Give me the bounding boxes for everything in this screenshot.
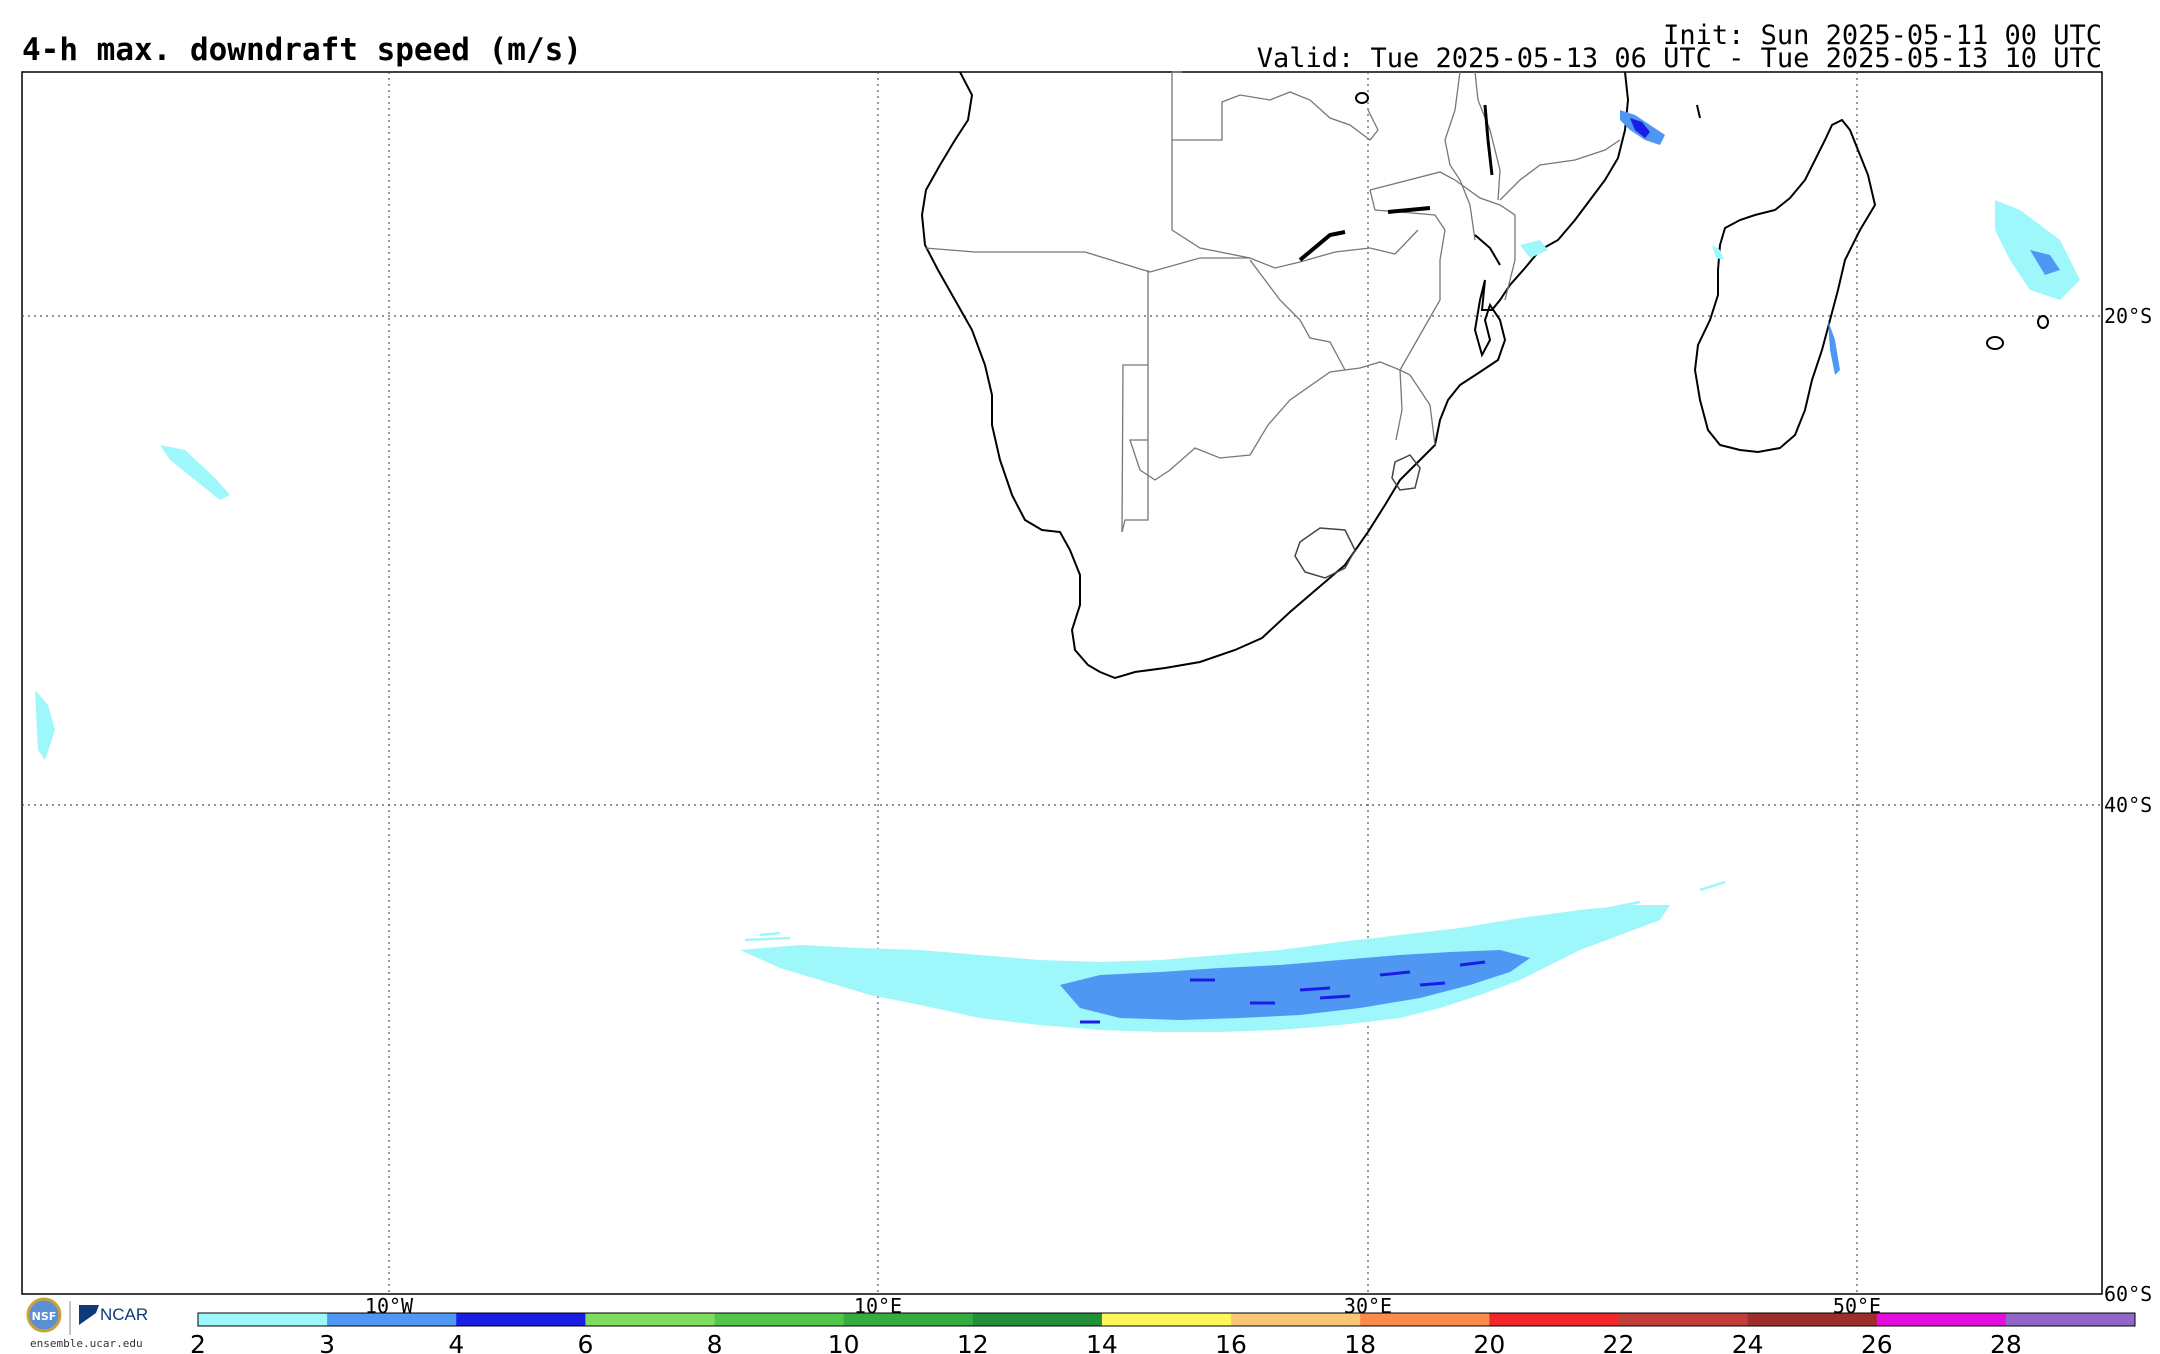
colorbar-tick-label: 24 (1732, 1330, 1764, 1354)
graticule (22, 72, 2102, 1294)
colorbar-tick-label: 12 (957, 1330, 989, 1354)
site-url: ensemble.ucar.edu (30, 1337, 143, 1350)
colorbar: 2 3 4 6 8 10 12 14 16 18 20 22 24 26 28 (190, 1313, 2136, 1354)
downdraft-patches (35, 110, 2080, 760)
colorbar-bin (1101, 1313, 1232, 1326)
lat-label-40s: 40°S (2104, 793, 2152, 817)
lat-label-20s: 20°S (2104, 304, 2152, 328)
colorbar-tick-label: 22 (1603, 1330, 1635, 1354)
colorbar-bin (1747, 1313, 1878, 1326)
nsf-icon (26, 1297, 62, 1333)
country-borders (924, 71, 1621, 533)
colorbar-tick-label: 16 (1215, 1330, 1247, 1354)
colorbar-frame (197, 1312, 2136, 1327)
colorbar-tick-label: 10 (828, 1330, 860, 1354)
colorbar-bin (585, 1313, 716, 1326)
svg-text:NSF: NSF (32, 1310, 57, 1323)
lake-kariba (1298, 230, 1346, 262)
colorbar-tick-label: 26 (1861, 1330, 1893, 1354)
eswatini-border (1391, 454, 1421, 491)
colorbar-tick-label: 20 (1473, 1330, 1505, 1354)
lesotho-border (1294, 527, 1356, 579)
map-title: 4-h max. downdraft speed (m/s) (22, 32, 582, 68)
colorbar-bin (2005, 1313, 2136, 1326)
ncar-icon (79, 1305, 99, 1325)
colorbar-tick-label: 3 (319, 1330, 335, 1354)
colorbar-tick-label: 4 (448, 1330, 464, 1354)
downdraft-strong-streaks (1080, 960, 1486, 1024)
colorbar-bin (327, 1313, 457, 1326)
colorbar-tick-label: 2 (190, 1330, 206, 1354)
lat-label-60s: 60°S (2104, 1282, 2152, 1306)
lake-bangweulu (1355, 92, 1369, 104)
colorbar-bin (1489, 1313, 1619, 1326)
colorbar-bin (198, 1313, 328, 1326)
colorbar-tick-label: 18 (1344, 1330, 1376, 1354)
colorbar-bin (1618, 1313, 1749, 1326)
mauritius-island (2037, 315, 2049, 329)
madagascar-coastline (1693, 118, 1877, 454)
valid-time: Valid: Tue 2025-05-13 06 UTC - Tue 2025-… (1256, 43, 2102, 74)
colorbar-bin (1360, 1313, 1490, 1326)
lake-cahora-bassa (1387, 206, 1431, 214)
init-time: Init: Sun 2025-05-11 00 UTC (1663, 20, 2102, 51)
lake-malawi (1483, 104, 1494, 176)
colorbar-tick-label: 6 (577, 1330, 593, 1354)
colorbar-tick-label: 28 (1990, 1330, 2022, 1354)
downdraft-band (740, 880, 1726, 1032)
comoros-island (1696, 104, 1701, 119)
colorbar-tick-label: 8 (707, 1330, 723, 1354)
map-frame (21, 71, 2103, 1295)
colorbar-bin (456, 1313, 586, 1326)
ncar-wordmark: NCAR (100, 1305, 149, 1324)
reunion-island (1986, 336, 2004, 350)
nsf-ncar-logo: NSF (26, 1297, 99, 1335)
colorbar-tick-label: 14 (1086, 1330, 1118, 1354)
colorbar-bin (843, 1313, 974, 1326)
colorbar-bin (972, 1313, 1103, 1326)
colorbar-bin (1231, 1313, 1361, 1326)
colorbar-bin (1876, 1313, 2007, 1326)
africa-coastline (920, 71, 1630, 680)
zambezi-mouth (1474, 234, 1501, 266)
colorbar-bin (714, 1313, 845, 1326)
